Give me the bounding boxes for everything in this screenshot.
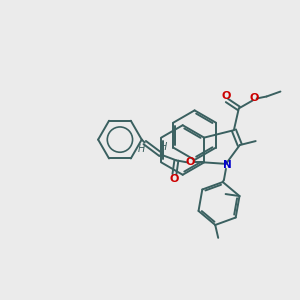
Text: H: H — [160, 142, 167, 152]
Text: O: O — [221, 91, 231, 100]
Text: N: N — [223, 160, 231, 170]
Text: O: O — [170, 174, 179, 184]
Text: H: H — [138, 143, 146, 154]
Text: O: O — [250, 94, 260, 103]
Text: O: O — [186, 158, 195, 167]
